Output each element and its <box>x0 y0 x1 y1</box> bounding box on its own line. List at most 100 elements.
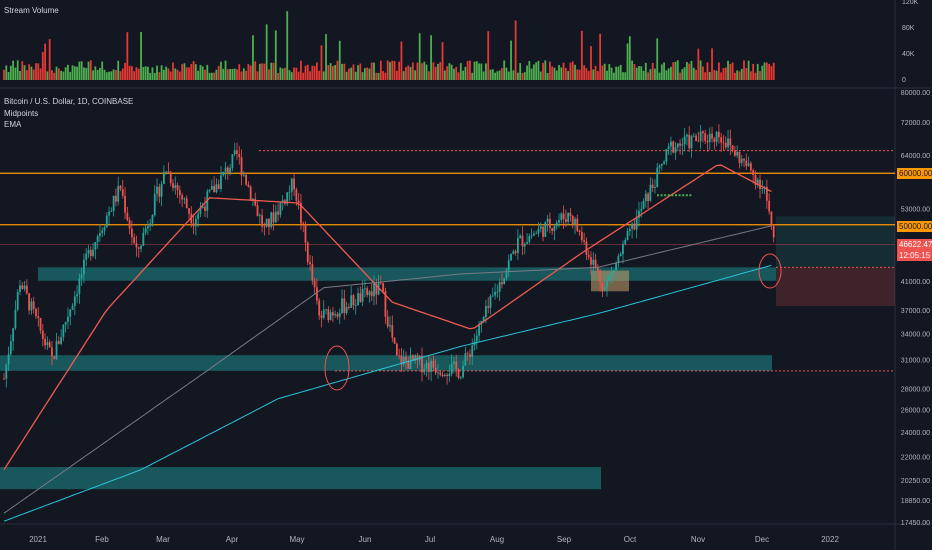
candle-body <box>715 131 718 142</box>
candle-body <box>683 136 686 145</box>
candle-body <box>252 198 254 201</box>
candle-body <box>427 362 430 373</box>
candle-body <box>35 308 37 317</box>
candle-body <box>14 309 17 329</box>
candle-body <box>23 285 26 289</box>
candle-body <box>603 287 606 291</box>
candle-body <box>717 131 720 138</box>
candle-body <box>519 235 522 239</box>
candle-body <box>322 309 325 318</box>
candle-body <box>667 146 670 150</box>
candle-body <box>133 237 136 244</box>
candle-body <box>462 365 464 378</box>
volume-title: Stream Volume <box>4 6 59 15</box>
volume-bar <box>640 66 643 80</box>
volume-bar <box>510 40 512 80</box>
volume-bar <box>124 62 126 80</box>
candle-body <box>409 355 412 369</box>
candle-body <box>393 337 396 344</box>
volume-bar <box>140 32 142 80</box>
candle-body <box>331 312 334 316</box>
volume-bar <box>754 72 757 80</box>
volume-bar <box>197 70 200 80</box>
candle-body <box>471 345 474 358</box>
price-tick-label: 34000.00 <box>901 332 930 339</box>
candle-body <box>39 318 42 331</box>
candle-body <box>128 220 131 229</box>
volume-bar <box>578 69 581 80</box>
candle-body <box>48 342 51 348</box>
volume-bar <box>302 72 305 80</box>
candle-body <box>496 291 499 293</box>
candle-body <box>546 218 549 223</box>
candle-body <box>103 227 106 231</box>
volume-bar <box>717 62 720 80</box>
volume-bar <box>537 60 540 80</box>
candle-body <box>743 158 745 161</box>
volume-bar <box>478 63 480 80</box>
volume-bar <box>133 71 136 80</box>
candle-body <box>395 343 398 356</box>
candle-body <box>126 212 129 221</box>
volume-bar <box>749 71 752 80</box>
volume-bar <box>768 63 771 80</box>
volume-bar <box>329 63 332 80</box>
price-tick-label: 28000.00 <box>901 386 930 393</box>
volume-bar <box>535 62 538 80</box>
candle-body <box>368 291 371 296</box>
candle-body <box>197 213 200 220</box>
volume-bar <box>635 67 638 80</box>
volume-bar <box>542 62 544 80</box>
candle-body <box>89 250 92 256</box>
volume-bar <box>665 70 668 80</box>
candle-body <box>286 192 289 204</box>
volume-bar <box>16 60 19 80</box>
volume-bar <box>343 63 346 80</box>
candle-body <box>441 374 444 376</box>
candle-body <box>457 369 460 378</box>
volume-bar <box>606 70 608 80</box>
volume-bar <box>128 65 131 80</box>
volume-bar <box>322 71 325 80</box>
candle-body <box>564 219 567 222</box>
volume-bar <box>507 71 510 80</box>
volume-bar <box>361 72 364 80</box>
volume-bar <box>176 69 179 80</box>
time-tick-label: Oct <box>624 535 637 544</box>
candle-body <box>350 295 353 308</box>
volume-bar <box>108 71 110 80</box>
volume-bar <box>347 68 350 80</box>
volume-bar <box>427 71 430 80</box>
volume-bar <box>213 72 216 80</box>
volume-bar <box>60 70 63 80</box>
volume-bar <box>756 63 759 80</box>
volume-bar <box>62 71 65 80</box>
volume-bar <box>297 71 300 80</box>
volume-bars <box>3 11 775 81</box>
candle-body <box>423 368 426 373</box>
volume-bar <box>724 67 727 80</box>
candle-body <box>663 161 665 164</box>
candle-body <box>188 208 190 214</box>
volume-bar <box>482 71 485 80</box>
candle-body <box>679 143 681 146</box>
candle-body <box>247 184 250 187</box>
volume-bar <box>469 60 471 80</box>
candle-body <box>672 141 675 153</box>
volume-bar <box>421 63 423 80</box>
volume-bar <box>220 61 222 80</box>
support-zone <box>38 267 776 281</box>
volume-bar <box>233 68 236 80</box>
candle-body <box>576 218 579 231</box>
volume-bar <box>48 39 51 80</box>
candle-body <box>16 291 19 310</box>
volume-bar <box>25 70 28 80</box>
volume-bar <box>3 69 5 80</box>
volume-bar <box>64 67 67 80</box>
candle-body <box>654 186 656 188</box>
volume-bar <box>9 65 12 80</box>
volume-bar <box>672 62 675 80</box>
candle-body <box>238 154 241 158</box>
candle-body <box>416 355 419 361</box>
